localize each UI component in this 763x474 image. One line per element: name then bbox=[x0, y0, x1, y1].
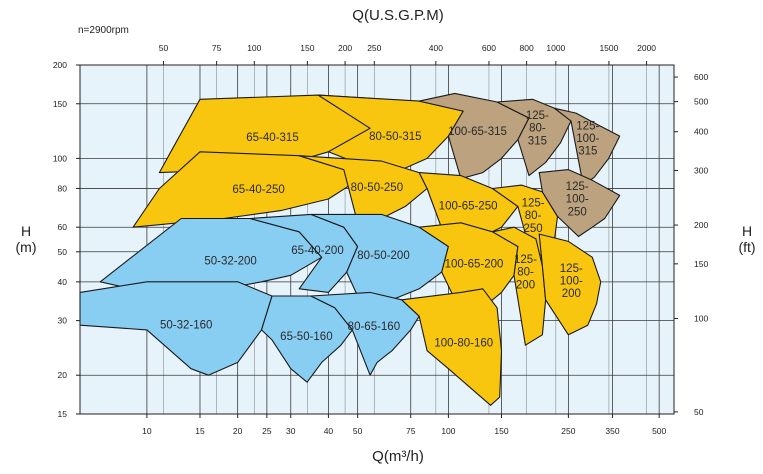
y-tick-label: 80 bbox=[58, 183, 68, 193]
top-tick-label: 200 bbox=[338, 43, 352, 53]
top-tick-label: 400 bbox=[429, 43, 443, 53]
zone-label: 100-65-315 bbox=[448, 126, 507, 138]
x-tick-label: 250 bbox=[561, 426, 575, 436]
zone-label: 80-50-315 bbox=[369, 131, 421, 143]
zone-label: 100-65-250 bbox=[439, 201, 498, 213]
y-tick-label: 150 bbox=[53, 99, 67, 109]
top-tick-label: 600 bbox=[482, 43, 496, 53]
side-labels: H (m) H (ft) bbox=[16, 223, 756, 255]
y-tick-label: 40 bbox=[58, 277, 68, 287]
zone-label: 125-100-315 bbox=[576, 120, 599, 157]
zone-label: 125-80-200 bbox=[514, 254, 537, 291]
zone-80-65-160 bbox=[310, 291, 420, 376]
y-tick-label: 15 bbox=[58, 409, 68, 419]
zone-label: 50-32-160 bbox=[160, 319, 212, 331]
zone-100-80-160 bbox=[401, 288, 503, 406]
zone-125-100-315 bbox=[554, 107, 621, 186]
zone-label: 100-80-160 bbox=[434, 337, 493, 349]
zone-125-100-250 bbox=[538, 169, 621, 238]
x-tick-label: 20 bbox=[233, 426, 243, 436]
x-tick-label: 10 bbox=[142, 426, 152, 436]
top-tick-label: 250 bbox=[367, 43, 381, 53]
plot-frame bbox=[79, 64, 675, 415]
zone-label: 125-100-250 bbox=[566, 181, 589, 218]
right-tick-label: 600 bbox=[694, 72, 708, 82]
y-axis-title-right: H (ft) bbox=[738, 223, 755, 255]
x-tick-label: 15 bbox=[195, 426, 205, 436]
zone-100-65-315 bbox=[418, 92, 530, 180]
zone-125-80-315 bbox=[496, 98, 572, 177]
right-tick-label: 50 bbox=[694, 407, 704, 417]
zone-label: 65-40-200 bbox=[291, 245, 343, 257]
right-tick-label: 500 bbox=[694, 97, 708, 107]
zone-125-80-200 bbox=[491, 226, 547, 346]
y-tick-label: 30 bbox=[58, 316, 68, 326]
zone-label: 65-40-250 bbox=[232, 184, 284, 196]
top-tick-label: 2000 bbox=[637, 43, 656, 53]
x-tick-label: 150 bbox=[494, 426, 508, 436]
zone-100-65-200 bbox=[418, 222, 519, 313]
y-tick-label: 50 bbox=[58, 247, 68, 257]
x-tick-label: 40 bbox=[324, 426, 334, 436]
x-axis-title: Q(m³/h) bbox=[372, 448, 424, 465]
top-tick-label: 1000 bbox=[546, 43, 565, 53]
y-tick-label: 100 bbox=[53, 153, 67, 163]
zone-125-100-200 bbox=[538, 233, 602, 336]
top-tick-label: 150 bbox=[300, 43, 314, 53]
right-tick-label: 200 bbox=[694, 220, 708, 230]
zone-label: 125-80-315 bbox=[526, 110, 549, 147]
zone-label: 100-65-200 bbox=[445, 258, 504, 270]
y-tick-label: 200 bbox=[53, 60, 67, 70]
x-tick-label: 500 bbox=[652, 426, 666, 436]
y-tick-label: 60 bbox=[58, 222, 68, 232]
top-tick-label: 75 bbox=[212, 43, 222, 53]
zone-label: 50-32-200 bbox=[204, 256, 256, 268]
right-tick-label: 100 bbox=[694, 313, 708, 323]
x-tick-label: 25 bbox=[262, 426, 272, 436]
right-tick-label: 300 bbox=[694, 165, 708, 175]
zones: 65-40-315 80-50-315 100-65-315 125-80-315 12… bbox=[79, 92, 621, 406]
zone-label: 125-100-200 bbox=[560, 263, 583, 300]
top-tick-label: 800 bbox=[520, 43, 534, 53]
x-tick-label: 75 bbox=[406, 426, 416, 436]
zone-label: 80-50-250 bbox=[351, 182, 403, 194]
ticks: 10 15 20 25 30 40 50 75 100 150 250 350 500 15 20 30 40 5… bbox=[53, 43, 709, 436]
zone-label: 125-80-250 bbox=[522, 197, 545, 234]
right-tick-label: 400 bbox=[694, 127, 708, 137]
x-tick-label: 100 bbox=[441, 426, 455, 436]
x-tick-label: 50 bbox=[353, 426, 363, 436]
x-tick-label: 350 bbox=[605, 426, 619, 436]
chart-title: Q(U.S.G.P.M) bbox=[352, 7, 443, 24]
y-tick-label: 20 bbox=[58, 370, 68, 380]
zone-label: 65-40-315 bbox=[246, 132, 298, 144]
top-tick-label: 100 bbox=[247, 43, 261, 53]
zone-label: 80-50-200 bbox=[357, 250, 409, 262]
x-tick-label: 30 bbox=[286, 426, 296, 436]
right-tick-label: 150 bbox=[694, 259, 708, 269]
speed-label: n=2900rpm bbox=[78, 25, 129, 36]
y-axis-title-left: H (m) bbox=[16, 223, 37, 255]
zone-label: 65-50-160 bbox=[280, 331, 332, 343]
top-tick-label: 50 bbox=[159, 43, 169, 53]
top-tick-label: 1500 bbox=[599, 43, 618, 53]
zone-80-50-250 bbox=[298, 155, 428, 224]
zone-80-50-200 bbox=[310, 213, 449, 301]
zone-label: 80-65-160 bbox=[348, 321, 400, 333]
